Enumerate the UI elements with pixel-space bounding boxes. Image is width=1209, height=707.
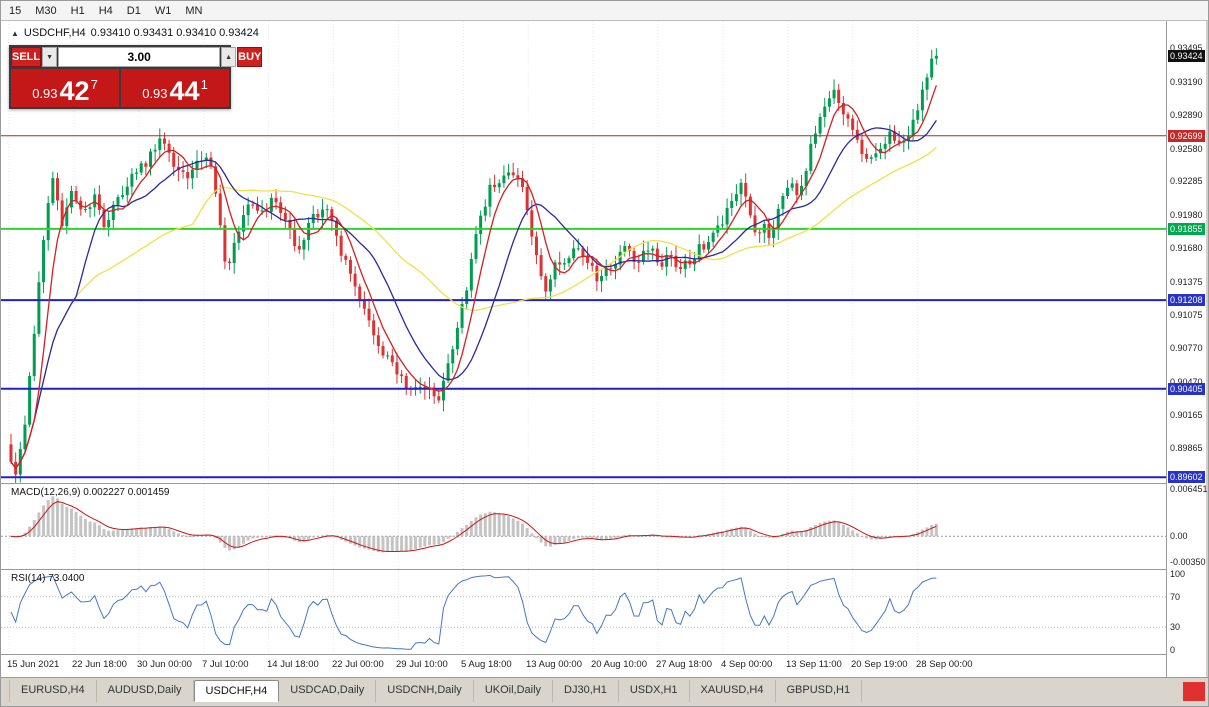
- timeframe-toolbar: 15 M30 H1 H4 D1 W1 MN: [1, 1, 1208, 21]
- price-scale-label: 0.93424: [1168, 50, 1205, 62]
- price-scale-label: 0.89602: [1168, 471, 1205, 483]
- volume-input[interactable]: [58, 47, 221, 67]
- macd-label: MACD(12,26,9) 0.002227 0.001459: [11, 487, 170, 498]
- tabbar-red-marker[interactable]: [1183, 682, 1205, 701]
- chart-tab-xauusd-h4[interactable]: XAUUSD,H4: [690, 680, 776, 702]
- rsi-label: RSI(14) 73.0400: [11, 573, 85, 584]
- chart-symbol-label: USDCHF,H4: [23, 27, 86, 39]
- timeframe-button-15[interactable]: 15: [3, 4, 27, 18]
- price-scale-label: 30: [1170, 622, 1181, 632]
- sell-price-prefix: 0.93: [32, 86, 58, 101]
- time-axis-label: 30 Jun 00:00: [137, 659, 192, 670]
- price-scale-label: 0.91980: [1170, 210, 1203, 220]
- time-axis-label: 29 Jul 10:00: [396, 659, 448, 670]
- time-axis-label: 4 Sep 00:00: [721, 659, 773, 670]
- buy-price-big-digits: 44: [169, 76, 200, 106]
- right-window-strip: [1206, 21, 1208, 677]
- chart-tab-ukoil-daily[interactable]: UKOil,Daily: [474, 680, 554, 702]
- sell-price-big-digits: 42: [59, 76, 90, 106]
- chart-tab-usdx-h1[interactable]: USDX,H1: [619, 680, 690, 702]
- sell-price-display[interactable]: 0.93 42 7: [11, 69, 119, 107]
- time-axis-label: 13 Aug 00:00: [526, 659, 582, 670]
- price-scale-label: 0.90165: [1170, 410, 1203, 420]
- collapse-arrow-icon[interactable]: ▲: [11, 28, 19, 38]
- time-axis-label: 20 Aug 10:00: [591, 659, 647, 670]
- buy-price-display[interactable]: 0.93 44 1: [121, 69, 229, 107]
- chart-tab-usdchf-h4[interactable]: USDCHF,H4: [193, 680, 280, 702]
- panel-separator[interactable]: [1, 569, 1206, 570]
- chart-tab-bar: EURUSD,H4 AUDUSD,Daily USDCHF,H4 USDCAD,Dai…: [1, 677, 1208, 706]
- price-scale-label: 0.93190: [1170, 77, 1203, 87]
- time-axis-label: 5 Aug 18:00: [461, 659, 512, 670]
- timeframe-button-w1[interactable]: W1: [149, 4, 178, 18]
- time-axis-label: 22 Jul 00:00: [332, 659, 384, 670]
- time-axis-label: 28 Sep 00:00: [916, 659, 973, 670]
- buy-price-pip-digit: 1: [200, 77, 208, 92]
- time-axis-label: 14 Jul 18:00: [267, 659, 319, 670]
- price-scale-label: 0.92699: [1168, 130, 1205, 142]
- price-scale-label: 0.91680: [1170, 243, 1203, 253]
- price-scale[interactable]: 0.93495 0.93424 0.93190 0.92890 0.92699 0.925…: [1166, 21, 1208, 677]
- timeframe-button-d1[interactable]: D1: [121, 4, 147, 18]
- price-scale-label: -0.00350: [1170, 557, 1206, 567]
- price-scale-label: 70: [1170, 592, 1181, 602]
- sell-price-pip-digit: 7: [90, 77, 98, 92]
- price-scale-label: 0.91375: [1170, 277, 1203, 287]
- price-scale-label: 100: [1170, 569, 1186, 579]
- panel-separator[interactable]: [1, 483, 1206, 484]
- price-scale-label: 0.92890: [1170, 110, 1203, 120]
- main-price-chart[interactable]: [1, 21, 1166, 483]
- price-scale-label: 0.90405: [1168, 383, 1205, 395]
- time-axis-label: 27 Aug 18:00: [656, 659, 712, 670]
- price-scale-label: 0.90770: [1170, 343, 1203, 353]
- timeframe-button-h4[interactable]: H4: [93, 4, 119, 18]
- chart-header: ▲ USDCHF,H4 0.93410 0.93431 0.93410 0.93…: [11, 27, 259, 39]
- time-axis-label: 7 Jul 10:00: [202, 659, 249, 670]
- timeframe-button-mn[interactable]: MN: [179, 4, 208, 18]
- sell-button[interactable]: SELL: [11, 47, 42, 67]
- buy-price-prefix: 0.93: [142, 86, 168, 101]
- price-scale-label: 0.91075: [1170, 310, 1203, 320]
- chart-tab-usdcnh-daily[interactable]: USDCNH,Daily: [376, 680, 474, 702]
- price-scale-label: 0.91855: [1168, 223, 1205, 235]
- price-scale-label: 0.00: [1170, 531, 1188, 541]
- price-scale-label: 0.90470: [1170, 377, 1203, 387]
- timeframe-button-h1[interactable]: H1: [65, 4, 91, 18]
- chart-tab-dj30-h1[interactable]: DJ30,H1: [553, 680, 619, 702]
- timeframe-button-m30[interactable]: M30: [29, 4, 62, 18]
- price-scale-label: 0: [1170, 645, 1176, 655]
- time-axis-label: 13 Sep 11:00: [786, 659, 842, 670]
- price-scale-label: 0.006451: [1170, 484, 1208, 494]
- buy-button[interactable]: BUY: [237, 47, 263, 67]
- price-scale-label: 0.91208: [1168, 294, 1205, 306]
- chart-ohlc-values: 0.93410 0.93431 0.93410 0.93424: [90, 27, 259, 39]
- rsi-indicator-chart[interactable]: [1, 570, 1166, 654]
- panel-separator: [1, 654, 1206, 655]
- price-scale-label: 0.93495: [1170, 43, 1203, 53]
- time-axis-label: 15 Jun 2021: [7, 659, 60, 670]
- volume-increase-button[interactable]: ▲: [221, 47, 237, 67]
- price-scale-label: 0.92285: [1170, 176, 1203, 186]
- chart-tab-gbpusd-h1[interactable]: GBPUSD,H1: [776, 680, 863, 702]
- volume-control: ▼ ▲: [42, 47, 237, 67]
- time-axis[interactable]: 15 Jun 2021 22 Jun 18:00 30 Jun 00:00 7 Jul…: [1, 655, 1166, 677]
- macd-indicator-chart[interactable]: [1, 484, 1166, 569]
- chart-tab-eurusd-h4[interactable]: EURUSD,H4: [9, 680, 97, 702]
- price-scale-label: 0.92580: [1170, 144, 1203, 154]
- volume-decrease-button[interactable]: ▼: [42, 47, 58, 67]
- time-axis-label: 20 Sep 19:00: [851, 659, 908, 670]
- price-scale-label: 0.89865: [1170, 443, 1203, 453]
- chart-tab-audusd-daily[interactable]: AUDUSD,Daily: [97, 680, 194, 702]
- time-axis-label: 22 Jun 18:00: [72, 659, 127, 670]
- chart-tab-usdcad-daily[interactable]: USDCAD,Daily: [279, 680, 377, 702]
